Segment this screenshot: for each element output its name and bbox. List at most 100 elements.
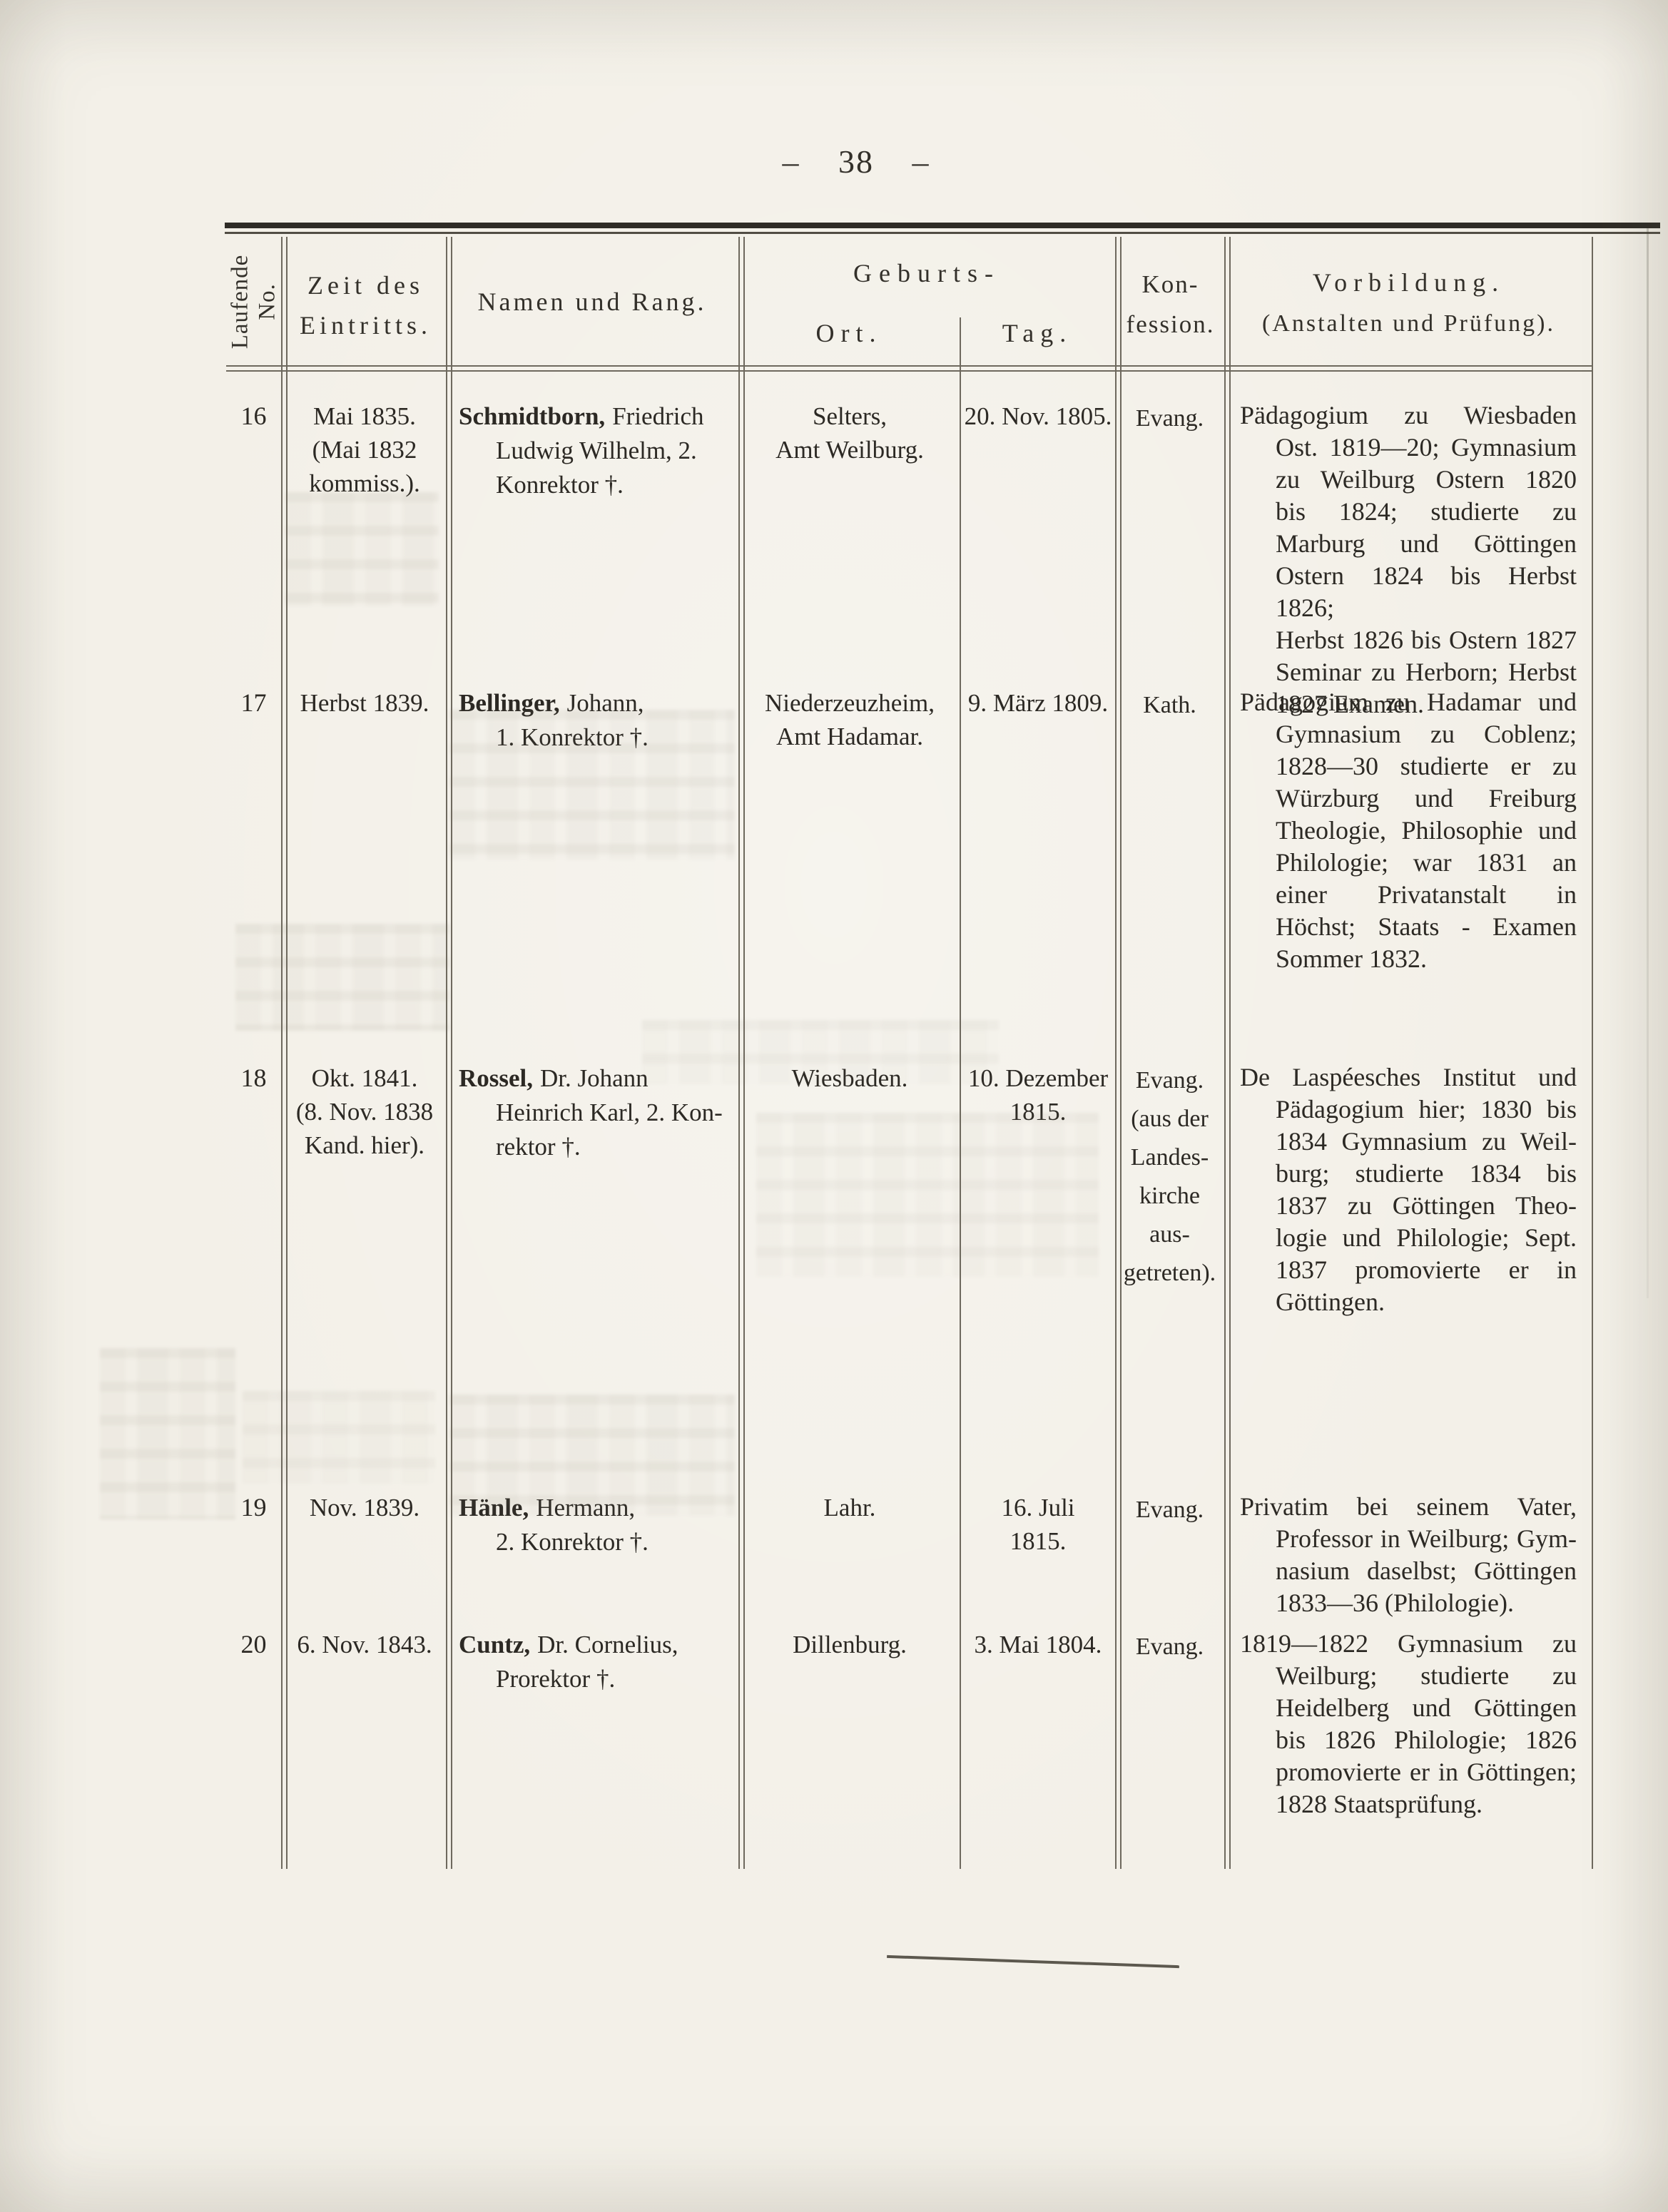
text-line: Prorektor †. [496, 1665, 616, 1693]
name-continuation: Prorektor †. [459, 1662, 736, 1696]
cell-geburtsort: Dillenburg. [743, 1628, 957, 1661]
text-line: 1834 Gymnasium zu Weil- [1276, 1127, 1577, 1156]
cell-laufende-no: 18 [240, 1064, 267, 1092]
text-line: zu Weilburg Ostern 1820 [1276, 465, 1577, 494]
text-line: bis 1826 Philologie; 1826 [1276, 1726, 1577, 1754]
bleed-through-artifact [100, 1348, 235, 1519]
bleed-through-artifact [449, 1395, 735, 1516]
bleed-through-artifact [449, 710, 735, 860]
cell-eintritt: Okt. 1841. (8. Nov. 1838 Kand. hier). [285, 1061, 444, 1162]
column-header-laufende-no: Laufende No. [226, 237, 281, 367]
text-line: kirche [1139, 1183, 1200, 1209]
text-line: Lahr. [823, 1494, 876, 1522]
cell-geburtsort: Niederzeuzheim, Amt Hadamar. [743, 686, 957, 753]
cell-vorbildung: De Laspéesches Institut und Pädagogium hi… [1240, 1061, 1577, 1318]
text-line: 1828 Staatsprüfung. [1276, 1790, 1483, 1818]
register-table-body: 16 Mai 1835. (Mai 1832 kommiss.). Schmidtb… [226, 0, 1593, 1869]
text-line: Pädagogium zu Hadamar und [1240, 688, 1577, 716]
header-line: Kon- [1141, 270, 1199, 298]
column-header-vorbildung: Vorbildung. (Anstalten und Prüfung). [1224, 237, 1593, 367]
text-line: Heidelberg und Göttingen [1276, 1693, 1577, 1722]
cell-name-und-rang: Hänle, Hermann, 2. Konrektor †. [459, 1491, 736, 1559]
text-line: 1837 zu Göttingen Theo- [1276, 1191, 1577, 1220]
cell-konfession: Evang. [1117, 1628, 1223, 1666]
header-line: fession. [1126, 310, 1215, 338]
text-line: 6. Nov. 1843. [297, 1631, 432, 1658]
given-name: Johann, [566, 689, 644, 717]
cell-vorbildung: Pädagogium zu Wiesbaden Ost. 1819—20; Gym… [1240, 399, 1577, 720]
text-line: Pädagogium hier; 1830 bis [1276, 1095, 1577, 1123]
text-line: 20. Nov. 1805. [964, 402, 1112, 430]
cell-vorbildung: 1819—1822 Gymnasium zu Weilburg; studiert… [1240, 1628, 1577, 1820]
cell-konfession: Kath. [1117, 686, 1223, 725]
cell-konfession: Evang. [1117, 399, 1223, 438]
text-line: Philologie; war 1831 an [1276, 848, 1577, 877]
text-line: Privatim bei seinem Vater, [1240, 1492, 1577, 1521]
name-first-line: Bellinger, Johann, [459, 686, 736, 720]
text-line: Marburg und Göttingen [1276, 529, 1577, 558]
header-line: Zeit des [307, 271, 424, 300]
cell-geburtstag: 16. Juli 1815. [962, 1491, 1114, 1558]
surname: Schmidtborn, [459, 402, 606, 430]
cell-geburtsort: Lahr. [743, 1491, 957, 1524]
text-line: rektor †. [496, 1133, 581, 1161]
text-line: 1827 Examen. [1276, 690, 1424, 718]
text-line: 1819—1822 Gymnasium zu [1240, 1629, 1577, 1658]
text-line: getreten). [1123, 1260, 1216, 1286]
text-line: Mai 1835. [313, 402, 416, 430]
text-line: Ostern 1824 bis Herbst 1826; [1276, 561, 1577, 622]
text-line: promovierte er in Göttingen; [1276, 1758, 1577, 1786]
text-line: logie und Philologie; Sept. [1276, 1223, 1577, 1252]
table-header: Laufende No. Zeit des Eintritts. Namen u… [226, 237, 1593, 367]
text-line: Konrektor †. [496, 471, 624, 499]
text-line: Höchst; Staats - Examen [1276, 912, 1577, 941]
cell-name-und-rang: Cuntz, Dr. Cornelius, Prorektor †. [459, 1628, 736, 1696]
text-line: (Mai 1832 [312, 436, 417, 464]
page-number: – 38 – [782, 143, 930, 180]
bleed-through-artifact [243, 1391, 435, 1484]
cell-eintritt: Nov. 1839. [285, 1491, 444, 1524]
given-name: Dr. Johann [540, 1064, 649, 1092]
cell-geburtstag: 3. Mai 1804. [962, 1628, 1114, 1661]
cell-laufende-no: 19 [240, 1493, 267, 1522]
text-line: 3. Mai 1804. [974, 1631, 1102, 1658]
column-divider-tag-konfession [1115, 237, 1122, 1869]
name-first-line: Hänle, Hermann, [459, 1491, 736, 1525]
text-line: 1833—36 (Philologie). [1276, 1589, 1514, 1617]
header-line: Geburts- [853, 259, 1000, 287]
text-line: Ludwig Wilhelm, 2. [496, 437, 697, 464]
text-line: Herbst 1839. [300, 689, 429, 717]
text-line: burg; studierte 1834 bis [1276, 1159, 1577, 1188]
name-continuation: Heinrich Karl, 2. Kon-rektor †. [459, 1096, 736, 1164]
text-line: einer Privatanstalt in [1276, 880, 1577, 909]
header-line: No. [254, 283, 280, 320]
cell-laufende-no: 20 [240, 1630, 267, 1658]
text-line: Nov. 1839. [309, 1494, 420, 1522]
text-line: (8. Nov. 1838 [295, 1098, 434, 1126]
text-line: kommiss.). [309, 469, 420, 497]
header-line: Namen und Rang. [477, 287, 707, 316]
text-line: 1828—30 studierte er zu [1276, 752, 1577, 780]
surname: Bellinger, [459, 689, 560, 717]
cell-geburtstag: 20. Nov. 1805. [962, 399, 1114, 433]
cell-geburtstag: 10. Dezember 1815. [962, 1061, 1114, 1128]
header-line: Laufende [227, 254, 253, 350]
column-header-namen-und-rang: Namen und Rang. [446, 237, 738, 367]
text-line: 1815. [1010, 1098, 1067, 1126]
text-line: nasium daselbst; Göttingen [1276, 1556, 1577, 1585]
text-line: Evang. [1135, 405, 1204, 432]
text-line: 2. Konrektor †. [496, 1528, 649, 1556]
rotated-header-text: Laufende No. [227, 255, 281, 350]
column-header-ort: Ort. [815, 319, 883, 347]
text-line: Göttingen. [1276, 1288, 1385, 1316]
text-line: Kand. hier). [304, 1131, 425, 1159]
name-first-line: Cuntz, Dr. Cornelius, [459, 1628, 736, 1662]
column-header-zeit-des-eintritts: Zeit des Eintritts. [285, 237, 446, 367]
cell-eintritt: Herbst 1839. [285, 686, 444, 720]
text-line: Pädagogium zu Wiesbaden [1240, 401, 1577, 429]
text-line: Okt. 1841. [311, 1064, 418, 1092]
text-line: Wiesbaden. [791, 1064, 908, 1092]
table-top-rule [225, 223, 1660, 234]
text-line: Gymnasium zu Coblenz; [1276, 720, 1577, 748]
